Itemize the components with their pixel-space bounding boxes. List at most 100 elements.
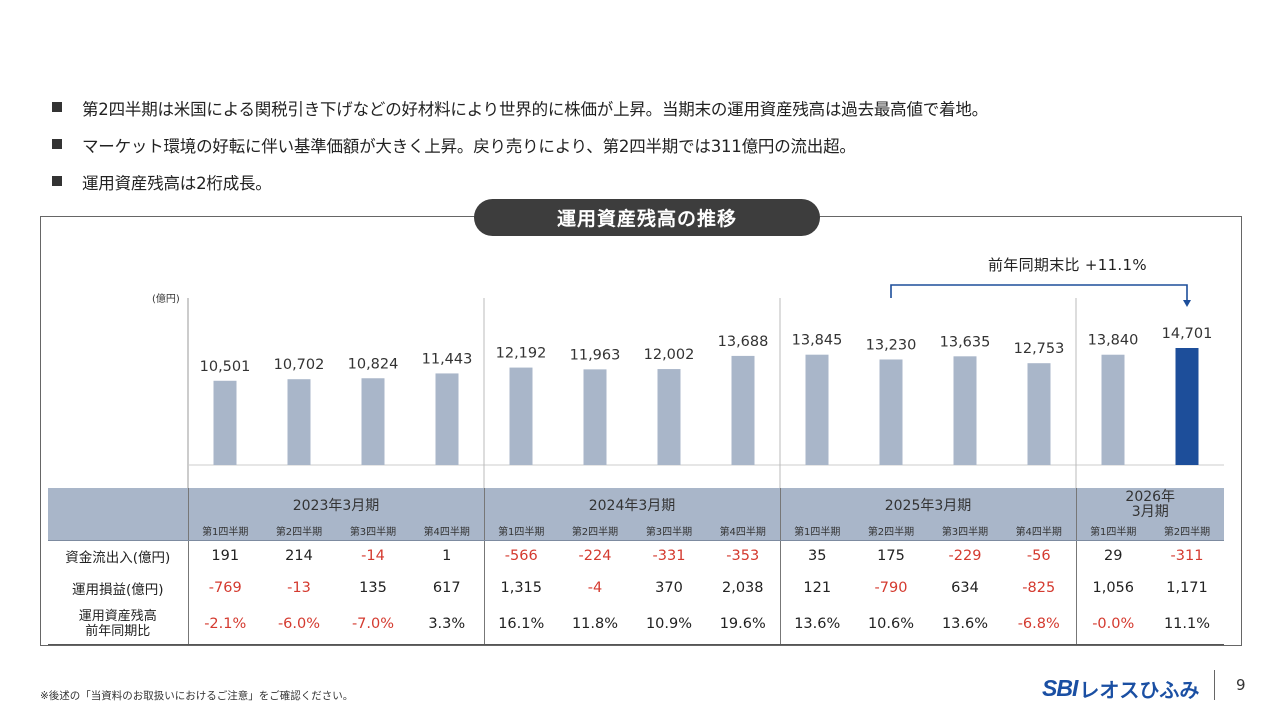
table-cell: 16.1% [483,604,558,645]
table-cell: 11.8% [558,604,632,645]
table-cell: 19.6% [706,604,780,645]
data-label: 13,688 [718,334,769,350]
yoy-annotation: 前年同期末比 +11.1% [988,256,1147,274]
data-label: 11,963 [570,347,621,363]
table-cell: -6.8% [1002,604,1076,645]
table-cell: -56 [1026,548,1051,565]
quarter-header: 第1四半期 第2四半期 第3四半期 第4四半期 第1四半期 第2四半期 第3四半期 第4四半期… [48,522,1224,541]
page-number: 9 [1236,676,1246,694]
table-cell: 13.6% [779,604,854,645]
table-cell: 634 [951,580,979,596]
table-cell: -790 [874,580,908,596]
bar [1175,348,1199,465]
bar [805,354,829,465]
quarter-label: 第1四半期 [483,522,558,541]
quarter-label: 第1四半期 [779,522,854,541]
corner-cell [48,488,188,522]
bar [1027,363,1051,465]
bullet-text: 第2四半期は米国による関税引き下げなどの好材料により世界的に株価が上昇。当期末の… [82,100,988,119]
bar [731,355,755,465]
value-labels: 10,501 10,702 10,824 11,443 12,192 11,963 12,0… [200,326,1213,375]
quarter-label: 第3四半期 [632,522,706,541]
fy-line: 3月期 [1131,504,1169,520]
bullet-text: 運用資産残高は2桁成長。 [82,174,272,193]
bullet-list: 第2四半期は米国による関税引き下げなどの好材料により世界的に株価が上昇。当期末の… [48,96,988,207]
square-bullet-icon [52,102,62,112]
data-label: 13,230 [866,337,917,353]
table-cell: -229 [948,548,982,565]
row-label: 運用損益(億円) [71,582,164,598]
table-cell: -13 [287,580,311,596]
data-label: 13,840 [1088,333,1139,349]
fiscal-year-header: 2023年3月期 2024年3月期 2025年3月期 2026年 3月期 [48,488,1224,522]
data-label: 13,845 [792,333,843,349]
table-cell: 35 [779,540,854,572]
quarter-label: 第4四半期 [410,522,484,541]
quarter-label: 第2四半期 [558,522,632,541]
row-label: 運用資産残高 前年同期比 [48,604,188,645]
table-cell: 1 [442,548,452,565]
data-label: 13,635 [940,334,991,350]
row-label-line: 運用資産残高 [78,608,157,624]
bracket-line [890,284,1188,303]
corner-cell [48,522,188,541]
square-bullet-icon [52,176,62,186]
fy-header: 2025年3月期 [779,488,1076,522]
bar [361,378,385,465]
quarter-label: 第1四半期 [187,522,262,541]
table-cell: 121 [779,572,854,604]
data-label: 12,192 [496,346,547,362]
quarter-label: 第2四半期 [854,522,928,541]
bar [879,359,903,465]
fy-header: 2023年3月期 [187,488,484,522]
table-cell: -353 [726,548,760,565]
row-label: 資金流出入(億円) [65,550,171,567]
table-cell: 135 [359,580,387,596]
table-cell: 370 [655,580,683,596]
bar [509,367,533,465]
table-cell: -4 [587,580,603,596]
yoy-bracket [890,284,1191,307]
bullet-item: 運用資産残高は2桁成長。 [48,170,988,207]
table-cell: 175 [877,548,905,565]
quarter-label: 第4四半期 [706,522,780,541]
quarter-label: 第3四半期 [336,522,410,541]
bar [583,369,607,465]
data-label: 10,824 [348,356,399,372]
chart-title: 運用資産残高の推移 [474,199,820,236]
data-label: 12,753 [1014,341,1065,357]
table-cell: -0.0% [1075,604,1150,645]
bullet-item: 第2四半期は米国による関税引き下げなどの好材料により世界的に株価が上昇。当期末の… [48,96,988,133]
row-label-line: 前年同期比 [85,623,151,639]
fy-header: 2024年3月期 [483,488,780,522]
footnote: ※後述の「当資料のお取扱いにおけるご注意」をご確認ください。 [40,690,354,702]
table-cell: 10.6% [854,604,928,645]
table-cell: -14 [361,548,385,565]
bar [1101,354,1125,465]
table-cell: 2,038 [721,580,764,596]
table-cell: 29 [1075,540,1150,572]
bullet-item: マーケット環境の好転に伴い基準価額が大きく上昇。戻り売りにより、第2四半期では3… [48,133,988,170]
data-label: 10,702 [274,357,325,373]
table-cell: 191 [187,540,262,572]
table-cell: -311 [1170,548,1204,565]
data-table: 2023年3月期 2024年3月期 2025年3月期 2026年 3月期 第1四… [48,488,1224,645]
bars [213,348,1199,465]
table-row: 運用資産残高 前年同期比 -2.1% -6.0% -7.0% 3.3% 16.1% 11.… [48,604,1224,645]
fy-header: 2026年 3月期 [1075,488,1224,522]
fy-line: 2026年 [1125,489,1176,505]
footer-divider [1214,670,1215,700]
table-row: 資金流出入(億円) 191 214 -14 1 -566 -224 -331 -353 35 17… [48,540,1224,572]
bullet-text: マーケット環境の好転に伴い基準価額が大きく上昇。戻り売りにより、第2四半期では3… [82,137,856,156]
quarter-label: 第1四半期 [1075,522,1150,541]
arrow-head-icon [1183,300,1191,307]
data-label: 11,443 [422,351,473,367]
table-cell: 1,171 [1166,580,1208,596]
quarter-label: 第2四半期 [1150,522,1224,541]
logo-mark: SBI [1042,675,1078,701]
table-cell: 214 [285,548,313,565]
bar [657,369,681,465]
table-cell: 10.9% [632,604,706,645]
table-cell: 617 [432,580,461,596]
